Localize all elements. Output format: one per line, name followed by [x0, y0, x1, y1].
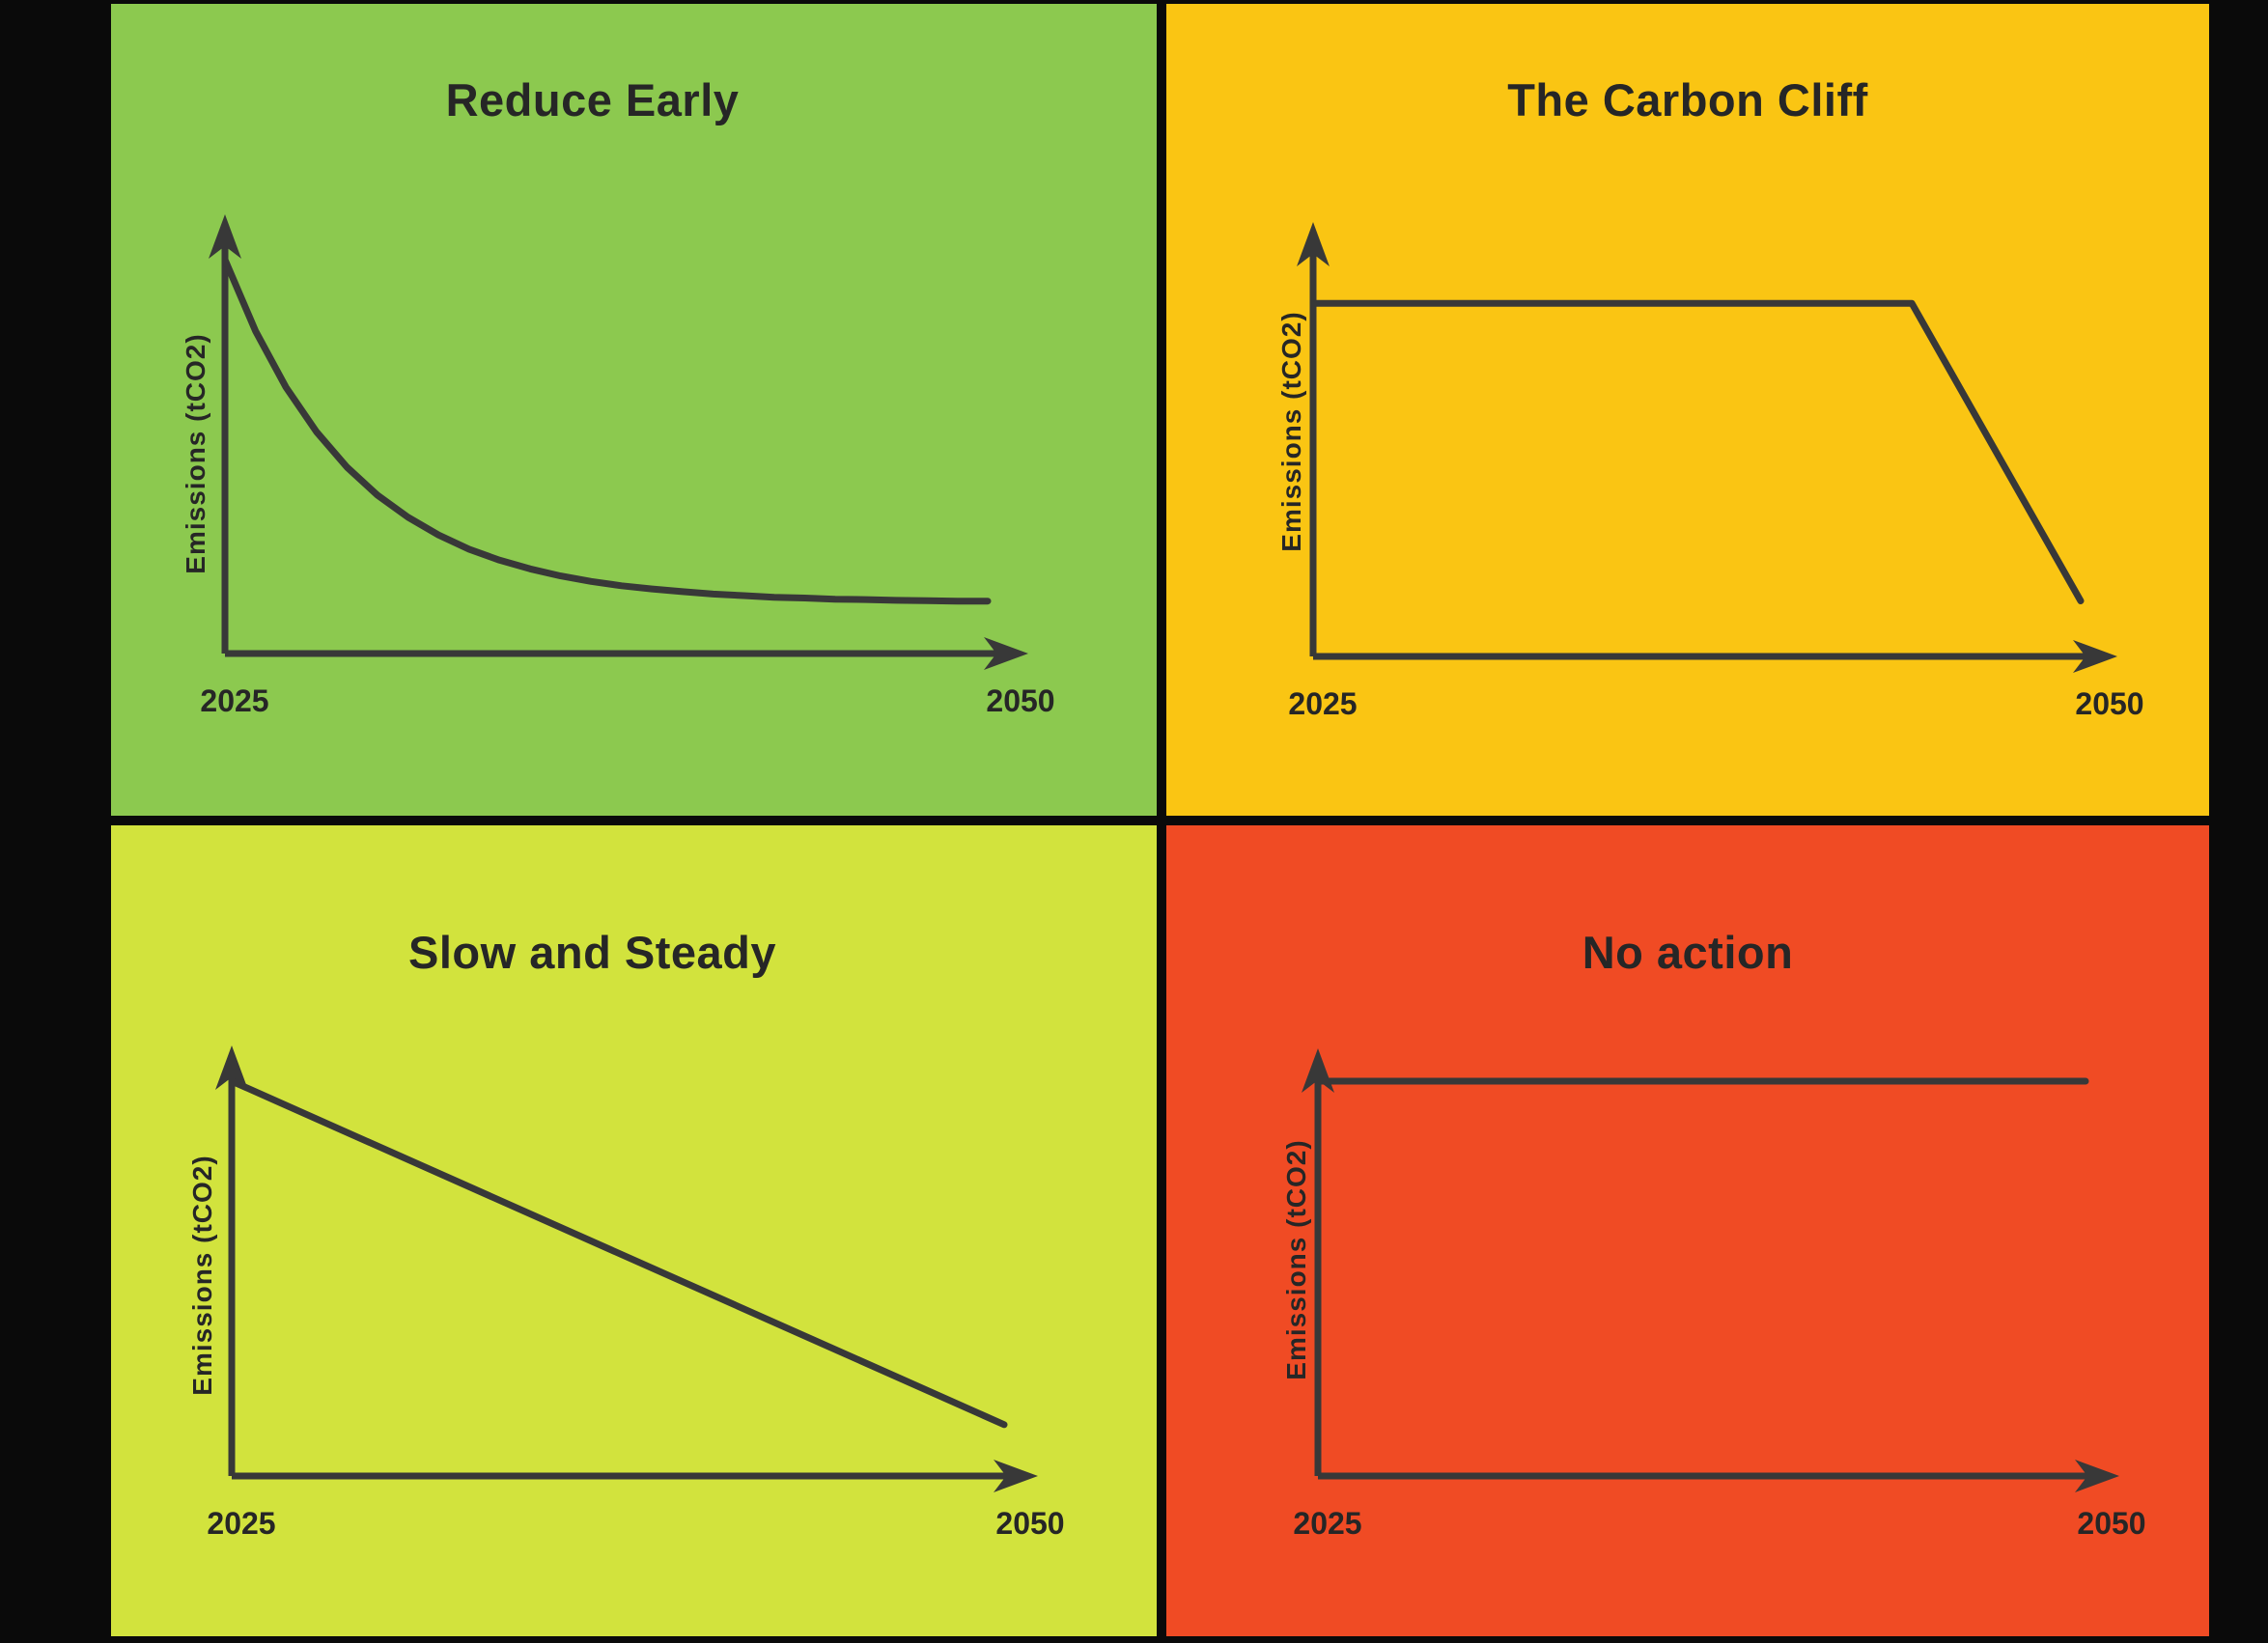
x-axis-arrow-icon — [2073, 640, 2117, 673]
x-start-label: 2025 — [200, 683, 268, 718]
emissions-curve — [228, 1077, 1008, 1429]
panel-title: Slow and Steady — [408, 927, 776, 978]
x-start-label: 2025 — [1288, 686, 1357, 721]
x-end-label: 2050 — [2077, 1506, 2145, 1541]
chart-svg-reduce-early: Emissions (tCO2) 2025 2050 — [181, 214, 1055, 718]
x-end-label: 2050 — [995, 1506, 1064, 1541]
panel-reduce-early: Reduce Early Emissions (tCO2) 2025 2050 — [111, 4, 1157, 816]
y-axis-label: Emissions (tCO2) — [1276, 311, 1306, 551]
x-axis-arrow-icon — [984, 637, 1028, 670]
x-start-label: 2025 — [207, 1506, 275, 1541]
x-end-label: 2050 — [986, 683, 1054, 718]
emissions-curve — [1309, 299, 2085, 604]
y-axis-arrow-icon — [215, 1045, 248, 1090]
panel-title: The Carbon Cliff — [1507, 74, 1868, 125]
panel-no-action: No action Emissions (tCO2) 2025 2050 — [1166, 825, 2209, 1636]
y-axis-label: Emissions (tCO2) — [1281, 1139, 1311, 1379]
x-axis-arrow-icon — [994, 1460, 1038, 1492]
panel-carbon-cliff: The Carbon Cliff Emissions (tCO2) 2025 2… — [1166, 4, 2209, 816]
panel-slow-and-steady: Slow and Steady Emissions (tCO2) 2025 20… — [111, 825, 1157, 1636]
panel-title: No action — [1582, 927, 1794, 978]
x-start-label: 2025 — [1293, 1506, 1361, 1541]
y-axis-arrow-icon — [209, 214, 241, 259]
y-axis-arrow-icon — [1297, 222, 1330, 266]
chart-svg-slow-and-steady: Emissions (tCO2) 2025 2050 — [187, 1045, 1065, 1541]
chart-svg-carbon-cliff: Emissions (tCO2) 2025 2050 — [1276, 222, 2144, 721]
emissions-curve — [221, 256, 992, 605]
x-end-label: 2050 — [2075, 686, 2143, 721]
chart-svg-no-action: Emissions (tCO2) 2025 2050 — [1281, 1048, 2146, 1541]
x-axis-arrow-icon — [2075, 1460, 2119, 1492]
y-axis-label: Emissions (tCO2) — [187, 1155, 217, 1395]
panel-title: Reduce Early — [445, 74, 740, 125]
y-axis-label: Emissions (tCO2) — [181, 333, 210, 573]
